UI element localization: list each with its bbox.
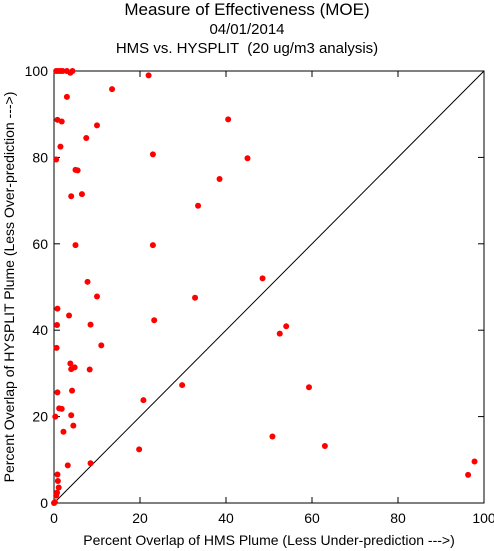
data-point bbox=[64, 462, 71, 469]
data-point bbox=[192, 294, 199, 301]
plot-frame bbox=[53, 70, 485, 504]
data-point bbox=[94, 122, 100, 129]
data-point bbox=[305, 384, 312, 391]
data-point bbox=[63, 93, 70, 100]
data-point bbox=[136, 446, 143, 453]
data-point bbox=[109, 86, 116, 93]
data-point bbox=[465, 471, 472, 478]
data-point bbox=[58, 118, 65, 125]
data-point bbox=[321, 442, 328, 449]
data-point bbox=[54, 389, 61, 396]
x-axis-label: Percent Overlap of HMS Plume (Less Under… bbox=[83, 532, 455, 548]
data-point bbox=[149, 151, 156, 158]
data-point bbox=[68, 412, 75, 419]
data-point bbox=[78, 191, 85, 198]
data-point bbox=[70, 422, 77, 429]
x-tick-label: 40 bbox=[218, 510, 234, 526]
data-point bbox=[225, 116, 232, 123]
data-point bbox=[53, 156, 60, 163]
chart-date: 04/01/2014 bbox=[209, 21, 285, 38]
chart-title: Measure of Effectiveness (MOE) bbox=[124, 0, 370, 19]
x-tick-label: 20 bbox=[132, 510, 148, 526]
data-point bbox=[145, 72, 152, 79]
y-tick-label: 0 bbox=[40, 495, 48, 511]
x-tick-label: 100 bbox=[472, 510, 494, 526]
y-axis-ticks: 0 20 40 60 80 100 bbox=[25, 63, 484, 511]
y-axis-label: Percent Overlap of HYSPLIT Plume (Less O… bbox=[1, 92, 17, 483]
y-tick-label: 40 bbox=[32, 322, 48, 338]
data-point bbox=[66, 312, 73, 319]
y-tick-label: 20 bbox=[32, 409, 48, 425]
data-points bbox=[51, 68, 478, 506]
data-point bbox=[54, 471, 61, 478]
x-axis-ticks: 0 20 40 60 80 100 bbox=[50, 71, 494, 526]
data-point bbox=[69, 68, 76, 74]
x-tick-label: 80 bbox=[390, 510, 406, 526]
data-point bbox=[179, 382, 186, 389]
data-point bbox=[269, 433, 276, 440]
data-point bbox=[216, 176, 223, 182]
x-tick-label: 60 bbox=[304, 510, 320, 526]
data-point bbox=[83, 134, 90, 141]
data-point bbox=[58, 405, 65, 412]
data-point bbox=[283, 323, 290, 330]
data-point bbox=[471, 458, 478, 465]
y-tick-label: 100 bbox=[25, 63, 49, 79]
data-point bbox=[55, 484, 62, 491]
data-point bbox=[98, 342, 105, 349]
data-point bbox=[140, 397, 147, 404]
data-point bbox=[60, 428, 67, 435]
data-point bbox=[51, 500, 57, 506]
data-point bbox=[68, 193, 75, 200]
data-point bbox=[87, 460, 94, 467]
data-point bbox=[54, 305, 61, 312]
data-point bbox=[195, 202, 202, 209]
data-point bbox=[57, 143, 64, 150]
data-point bbox=[149, 242, 156, 249]
data-point bbox=[53, 344, 60, 351]
data-point bbox=[151, 317, 158, 324]
data-point bbox=[53, 492, 60, 499]
x-tick-label: 0 bbox=[50, 510, 58, 526]
data-point bbox=[59, 68, 66, 74]
data-point bbox=[94, 293, 100, 300]
data-point bbox=[276, 330, 283, 337]
one-to-one-reference-line bbox=[53, 70, 485, 504]
data-point bbox=[68, 366, 75, 373]
data-point bbox=[84, 278, 91, 285]
y-tick-label: 60 bbox=[32, 236, 48, 252]
data-point bbox=[72, 242, 79, 249]
y-tick-label: 80 bbox=[32, 149, 48, 165]
data-point bbox=[87, 321, 94, 328]
data-point bbox=[54, 322, 61, 329]
data-point bbox=[52, 413, 59, 420]
data-point bbox=[67, 360, 74, 367]
data-point bbox=[86, 366, 93, 373]
data-point bbox=[244, 155, 251, 162]
data-point bbox=[74, 167, 81, 174]
data-point bbox=[69, 387, 76, 394]
data-point bbox=[54, 477, 61, 484]
chart-subtitle: HMS vs. HYSPLIT (20 ug/m3 analysis) bbox=[115, 40, 379, 57]
data-point bbox=[259, 275, 266, 282]
